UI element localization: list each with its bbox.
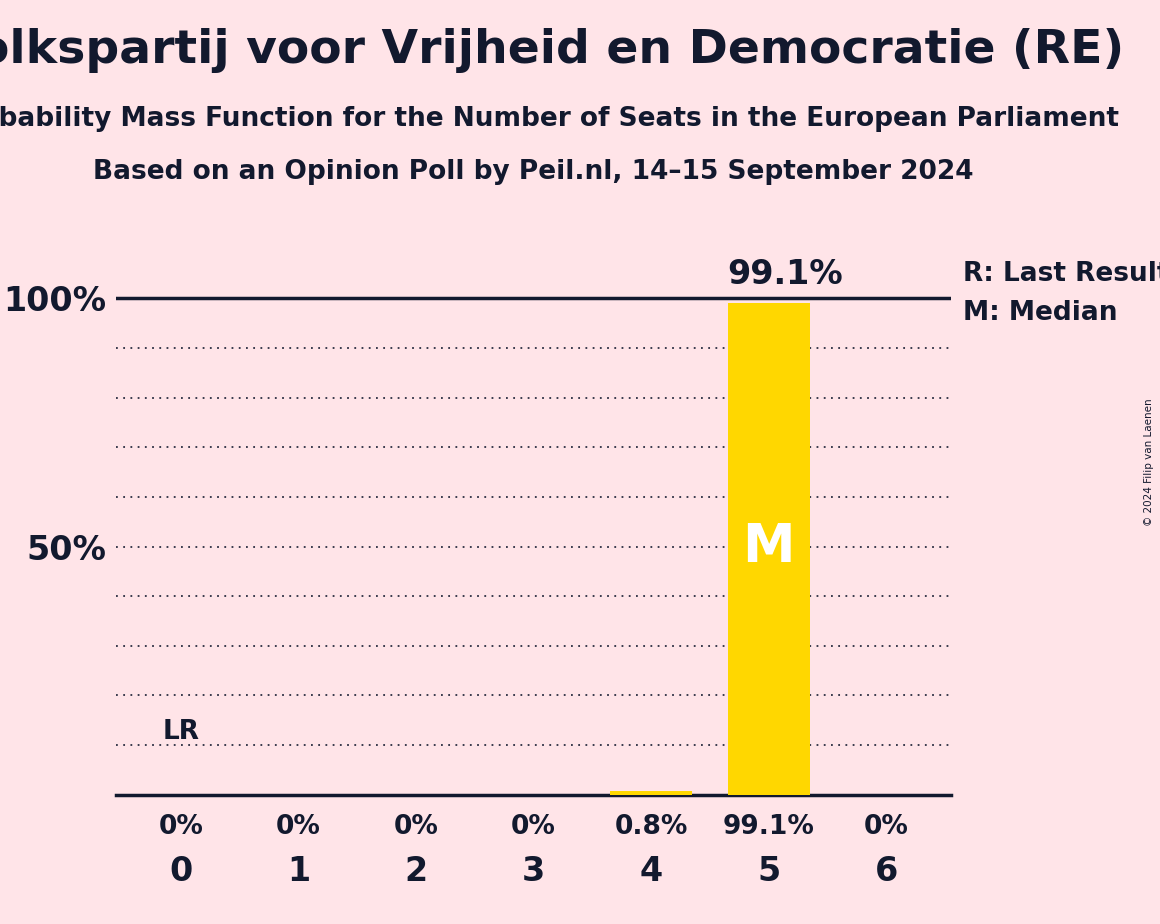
Text: Volkspartij voor Vrijheid en Democratie (RE): Volkspartij voor Vrijheid en Democratie … [0, 28, 1124, 73]
Text: Based on an Opinion Poll by Peil.nl, 14–15 September 2024: Based on an Opinion Poll by Peil.nl, 14–… [93, 159, 974, 185]
Text: 0.8%: 0.8% [615, 814, 688, 841]
Text: © 2024 Filip van Laenen: © 2024 Filip van Laenen [1144, 398, 1154, 526]
Text: M: Median: M: Median [963, 300, 1117, 326]
Bar [727, 303, 810, 795]
Bar [610, 791, 693, 795]
Text: 0%: 0% [158, 814, 203, 841]
Text: M: M [742, 520, 795, 573]
Text: Probability Mass Function for the Number of Seats in the European Parliament: Probability Mass Function for the Number… [0, 106, 1119, 132]
Text: 0%: 0% [512, 814, 556, 841]
Text: LR: LR [162, 719, 200, 745]
Text: 99.1%: 99.1% [723, 814, 814, 841]
Text: 0%: 0% [864, 814, 909, 841]
Text: 99.1%: 99.1% [727, 258, 843, 291]
Text: 0%: 0% [276, 814, 321, 841]
Text: 0%: 0% [393, 814, 438, 841]
Text: R: Last Result: R: Last Result [963, 261, 1160, 286]
